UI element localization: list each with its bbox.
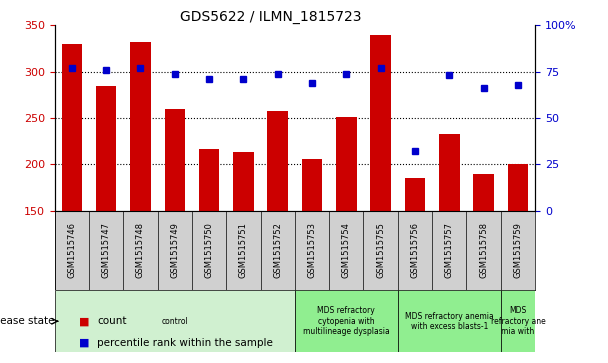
Text: GSM1515754: GSM1515754 [342,223,351,278]
Text: disease state: disease state [0,316,55,326]
Text: GSM1515759: GSM1515759 [513,223,522,278]
Bar [508,164,528,211]
Bar [405,178,425,211]
Bar [398,290,501,352]
Text: GSM1515758: GSM1515758 [479,223,488,278]
Text: MDS
refractory ane
mia with: MDS refractory ane mia with [491,306,545,336]
Text: GSM1515755: GSM1515755 [376,223,385,278]
Text: GSM1515746: GSM1515746 [67,223,77,278]
Bar [370,35,391,211]
Text: percentile rank within the sample: percentile rank within the sample [97,338,273,348]
Bar [268,111,288,211]
Text: count: count [97,316,127,326]
Bar [473,174,494,211]
Text: GSM1515747: GSM1515747 [102,223,111,278]
Text: GSM1515752: GSM1515752 [273,223,282,278]
Text: control: control [162,317,188,326]
Bar [295,290,398,352]
Bar [336,117,357,211]
Bar [130,42,151,211]
Text: GSM1515750: GSM1515750 [205,223,213,278]
Bar [233,152,254,211]
Bar [165,109,185,211]
Text: GSM1515756: GSM1515756 [410,223,420,278]
Text: GSM1515748: GSM1515748 [136,223,145,278]
Text: GSM1515751: GSM1515751 [239,223,248,278]
Bar [302,159,322,211]
Text: GSM1515757: GSM1515757 [445,223,454,278]
Bar [55,290,295,352]
Text: MDS refractory anemia
with excess blasts-1: MDS refractory anemia with excess blasts… [405,311,494,331]
Bar [199,148,219,211]
Bar [501,290,535,352]
Bar [439,134,460,211]
Text: GSM1515749: GSM1515749 [170,223,179,278]
Title: GDS5622 / ILMN_1815723: GDS5622 / ILMN_1815723 [180,11,362,24]
Text: ■: ■ [79,338,89,348]
Text: ■: ■ [79,316,89,326]
Bar [61,44,82,211]
Text: MDS refractory
cytopenia with
multilineage dysplasia: MDS refractory cytopenia with multilinea… [303,306,390,336]
Text: GSM1515753: GSM1515753 [308,223,317,278]
Bar [96,86,117,211]
